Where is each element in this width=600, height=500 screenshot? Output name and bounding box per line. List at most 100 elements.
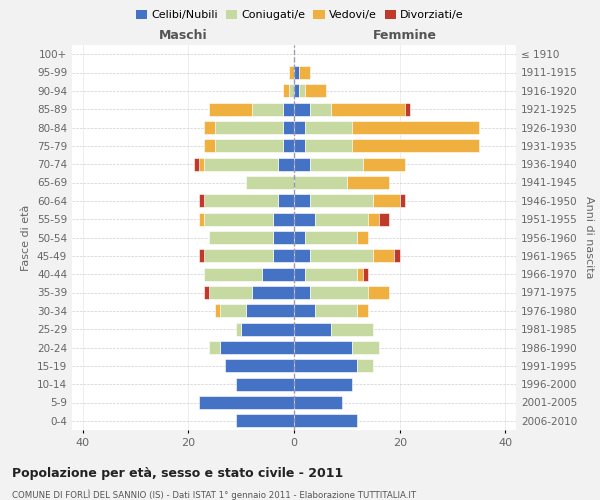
Legend: Celibi/Nubili, Coniugati/e, Vedovi/e, Divorziati/e: Celibi/Nubili, Coniugati/e, Vedovi/e, Di… bbox=[132, 6, 468, 25]
Bar bbox=[247, 176, 294, 189]
Bar bbox=[294, 304, 315, 318]
Bar bbox=[199, 396, 294, 409]
Bar bbox=[294, 158, 310, 171]
Bar bbox=[194, 158, 199, 171]
Bar bbox=[305, 121, 352, 134]
Y-axis label: Anni di nascita: Anni di nascita bbox=[584, 196, 594, 279]
Y-axis label: Fasce di età: Fasce di età bbox=[22, 204, 31, 270]
Bar bbox=[315, 304, 358, 318]
Bar bbox=[273, 231, 294, 244]
Bar bbox=[199, 194, 204, 207]
Bar bbox=[199, 212, 204, 226]
Bar bbox=[204, 121, 215, 134]
Bar bbox=[204, 286, 209, 299]
Bar bbox=[358, 304, 368, 318]
Bar bbox=[204, 212, 273, 226]
Bar bbox=[305, 268, 358, 281]
Bar bbox=[299, 66, 310, 79]
Bar bbox=[294, 378, 352, 391]
Bar bbox=[315, 212, 368, 226]
Bar bbox=[368, 286, 389, 299]
Bar bbox=[294, 414, 358, 428]
Bar bbox=[294, 176, 347, 189]
Bar bbox=[241, 322, 294, 336]
Bar bbox=[252, 102, 283, 116]
Bar bbox=[352, 139, 479, 152]
Bar bbox=[209, 286, 252, 299]
Bar bbox=[352, 121, 479, 134]
Bar bbox=[283, 84, 289, 98]
Bar bbox=[294, 194, 310, 207]
Bar bbox=[215, 139, 283, 152]
Bar bbox=[220, 304, 247, 318]
Bar bbox=[368, 212, 379, 226]
Bar bbox=[236, 378, 294, 391]
Bar bbox=[331, 322, 373, 336]
Bar bbox=[294, 341, 352, 354]
Bar bbox=[204, 158, 278, 171]
Bar bbox=[204, 139, 215, 152]
Bar bbox=[252, 286, 294, 299]
Bar bbox=[294, 212, 315, 226]
Bar bbox=[209, 231, 273, 244]
Bar bbox=[305, 84, 326, 98]
Bar bbox=[400, 194, 405, 207]
Bar bbox=[294, 286, 310, 299]
Bar bbox=[294, 102, 310, 116]
Bar bbox=[294, 84, 299, 98]
Bar bbox=[310, 286, 368, 299]
Bar bbox=[310, 249, 373, 262]
Bar bbox=[310, 158, 363, 171]
Bar bbox=[236, 322, 241, 336]
Bar bbox=[199, 249, 204, 262]
Bar bbox=[262, 268, 294, 281]
Bar bbox=[294, 231, 305, 244]
Bar bbox=[294, 396, 341, 409]
Text: Femmine: Femmine bbox=[373, 30, 437, 43]
Bar bbox=[358, 359, 373, 372]
Bar bbox=[215, 121, 283, 134]
Bar bbox=[358, 268, 363, 281]
Bar bbox=[283, 139, 294, 152]
Bar bbox=[363, 268, 368, 281]
Bar bbox=[247, 304, 294, 318]
Bar bbox=[373, 249, 394, 262]
Bar bbox=[289, 84, 294, 98]
Bar bbox=[394, 249, 400, 262]
Bar bbox=[294, 139, 305, 152]
Bar bbox=[278, 158, 294, 171]
Bar bbox=[347, 176, 389, 189]
Bar bbox=[209, 341, 220, 354]
Bar bbox=[289, 66, 294, 79]
Bar bbox=[283, 102, 294, 116]
Bar bbox=[273, 249, 294, 262]
Bar bbox=[379, 212, 389, 226]
Bar bbox=[204, 194, 278, 207]
Bar bbox=[294, 322, 331, 336]
Bar bbox=[352, 341, 379, 354]
Bar bbox=[305, 139, 352, 152]
Bar bbox=[209, 102, 252, 116]
Bar bbox=[310, 102, 331, 116]
Bar bbox=[204, 268, 262, 281]
Text: Popolazione per età, sesso e stato civile - 2011: Popolazione per età, sesso e stato civil… bbox=[12, 468, 343, 480]
Bar bbox=[294, 66, 299, 79]
Bar bbox=[273, 212, 294, 226]
Bar bbox=[225, 359, 294, 372]
Bar bbox=[305, 231, 358, 244]
Bar bbox=[310, 194, 373, 207]
Bar bbox=[299, 84, 305, 98]
Bar bbox=[294, 268, 305, 281]
Bar bbox=[236, 414, 294, 428]
Bar bbox=[373, 194, 400, 207]
Bar bbox=[199, 158, 204, 171]
Bar bbox=[405, 102, 410, 116]
Bar bbox=[220, 341, 294, 354]
Bar bbox=[331, 102, 405, 116]
Bar bbox=[294, 359, 358, 372]
Bar bbox=[278, 194, 294, 207]
Bar bbox=[294, 121, 305, 134]
Bar bbox=[358, 231, 368, 244]
Bar bbox=[283, 121, 294, 134]
Bar bbox=[204, 249, 273, 262]
